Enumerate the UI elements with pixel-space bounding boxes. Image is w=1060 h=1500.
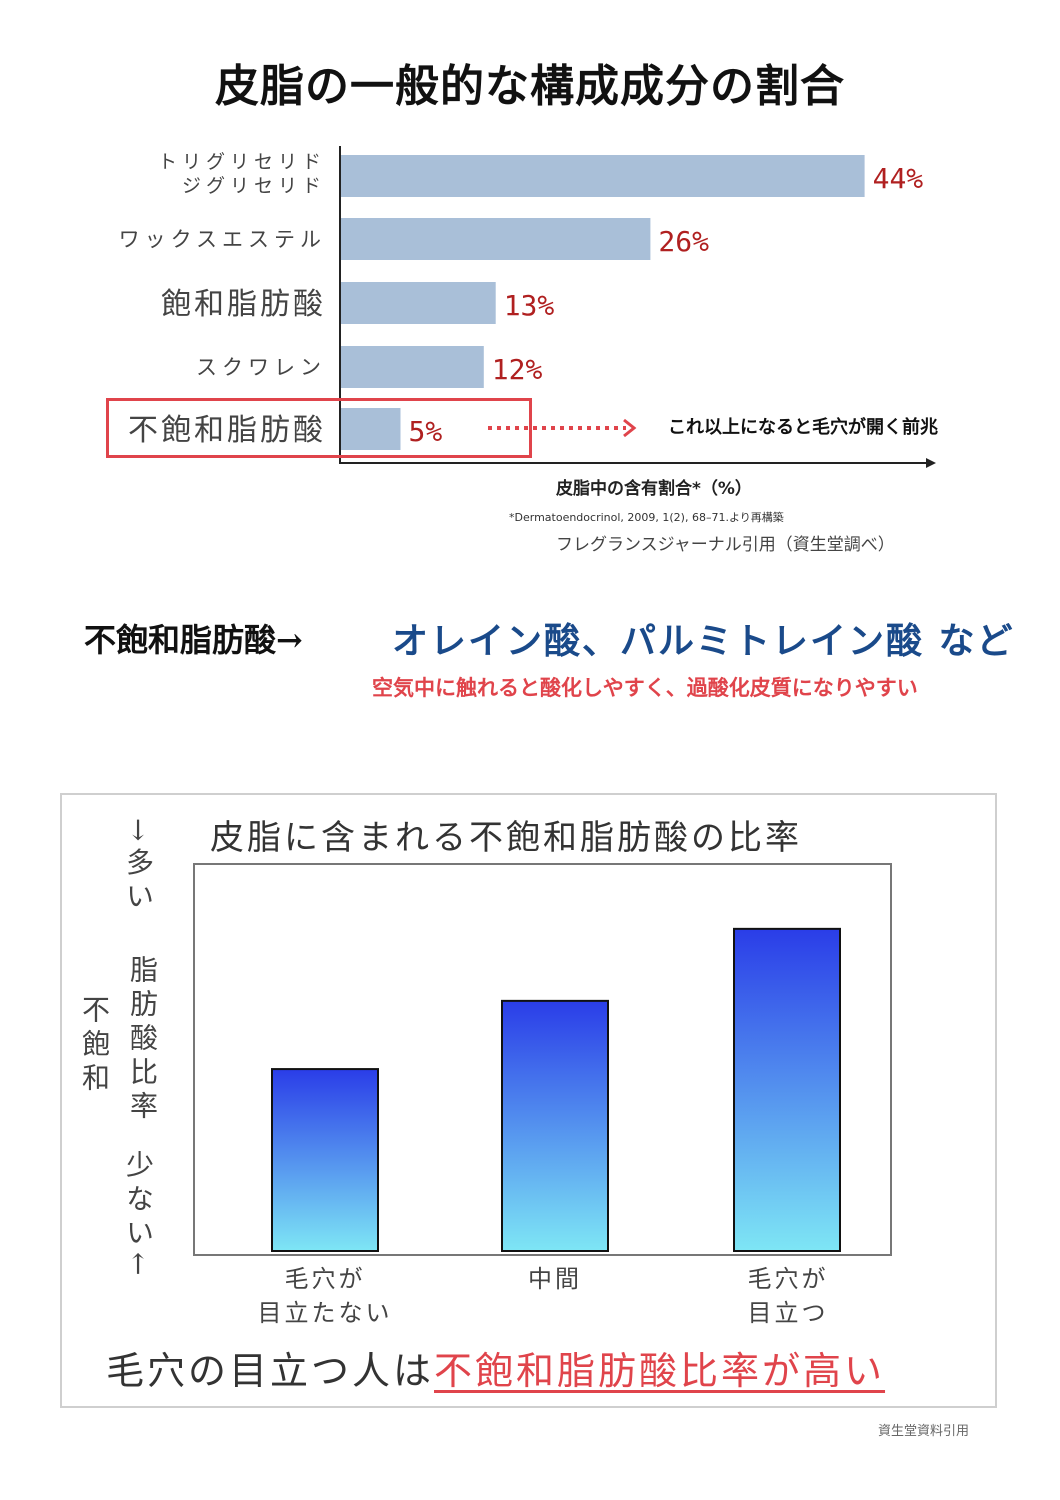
chart2-bar [501, 999, 609, 1252]
x-tick-line1: 毛穴が [747, 1265, 829, 1293]
chart2-bar [271, 1068, 379, 1252]
chart1-category-label: トリグリセリド [158, 151, 326, 173]
y-axis-label-line1: 不飽和 [78, 995, 111, 1097]
conclusion-prefix: 毛穴の目立つ人は [106, 1349, 435, 1393]
chart1-bar [341, 218, 651, 260]
conclusion: 毛穴の目立つ人は不飽和脂肪酸比率が高い [106, 1340, 885, 1395]
unsaturated-fatty-acid-label: 不飽和脂肪酸→ [84, 621, 303, 659]
x-tick-line2: 目立たない [257, 1299, 393, 1327]
x-tick-middle: 中間 [485, 1262, 625, 1296]
chart1-x-axis-arrowhead [926, 458, 936, 468]
chart1-x-axis-label: 皮脂中の含有割合*（%） [556, 479, 752, 499]
chart1-bar [341, 155, 865, 197]
x-tick-line1: 中間 [528, 1265, 582, 1293]
x-tick-line1: 毛穴が [284, 1265, 366, 1293]
chart1-value-label: 5% [409, 415, 443, 448]
oxidation-note: 空気中に触れると酸化しやすく、過酸化皮質になりやすい [372, 675, 918, 700]
fatty-acid-examples: オレイン酸、パルミトレイン酸 など [392, 620, 1015, 662]
chart1-bar [341, 282, 496, 324]
chart1-bar [341, 408, 401, 450]
chart1-category-label: 飽和脂肪酸 [161, 287, 326, 322]
chart1-value-label: 44% [873, 162, 924, 195]
chart1-bar [341, 346, 484, 388]
ratio-bar-chart [271, 927, 841, 1252]
chart2-source: 資生堂資料引用 [878, 1424, 970, 1439]
dotted-arrow-head [623, 418, 637, 438]
chart1-value-label: 13% [504, 289, 555, 322]
main-title: 皮脂の一般的な構成成分の割合 [215, 61, 845, 112]
x-tick-conspicuous: 毛穴が 目立つ [718, 1262, 858, 1330]
y-axis-label-more: →多い [122, 818, 155, 916]
chart1-category-label: ジグリセリド [182, 175, 326, 197]
ratio-chart-panel [60, 793, 997, 1408]
chart1-value-label: 26% [658, 225, 709, 258]
y-axis-label-line2: 脂肪酸比率 [126, 955, 159, 1125]
chart2-bar [733, 927, 841, 1252]
x-tick-inconspicuous: 毛穴が 目立たない [240, 1262, 410, 1330]
conclusion-highlight: 不飽和脂肪酸比率が高い [434, 1349, 886, 1393]
chart1-source: フレグランスジャーナル引用（資生堂調べ） [556, 535, 895, 555]
y-axis-label-less: 少ない← [122, 1150, 155, 1282]
chart1-category-label: ワックスエステル [119, 228, 326, 252]
pore-warning-note: これ以上になると毛穴が開く前兆 [668, 417, 938, 438]
chart1-citation: *Dermatoendocrinol, 2009, 1(2), 68–71.より… [509, 511, 784, 524]
unsaturated-highlight-box [106, 398, 532, 458]
chart1-category-label: 不飽和脂肪酸 [128, 413, 326, 448]
chart1-value-label: 12% [492, 353, 543, 386]
chart2-title: 皮脂に含まれる不飽和脂肪酸の比率 [210, 818, 802, 858]
chart1-category-label: スクワレン [196, 356, 326, 380]
chart2-plot-frame [193, 863, 892, 1256]
x-tick-line2: 目立つ [747, 1299, 829, 1327]
